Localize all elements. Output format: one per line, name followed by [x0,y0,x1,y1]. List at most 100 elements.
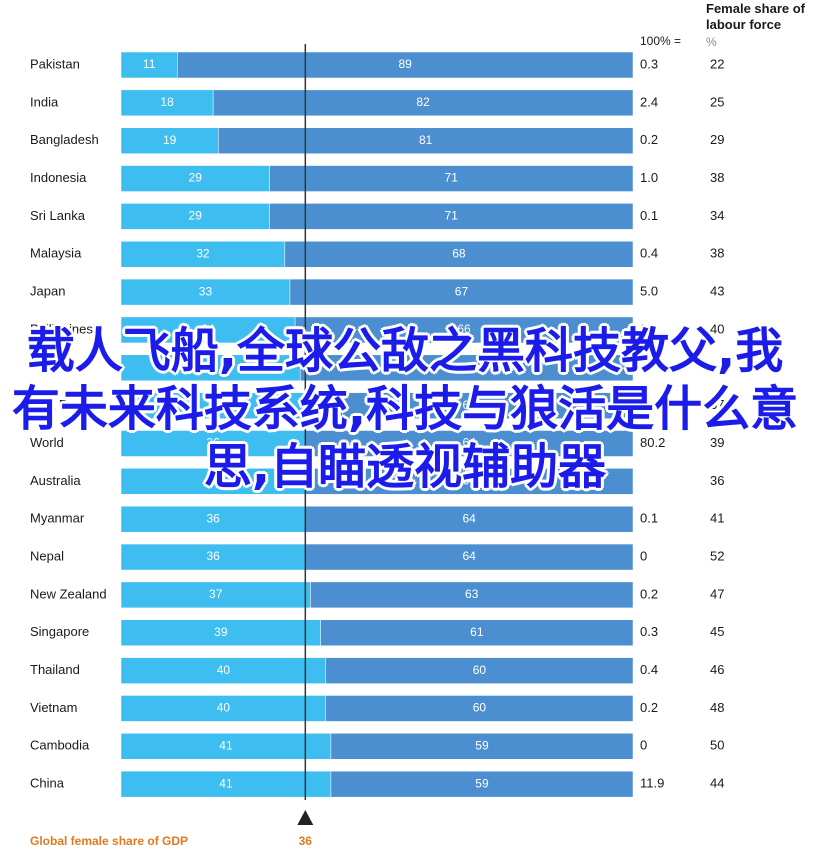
gdp-value: 0 [640,738,647,753]
value-label: 37 [209,587,223,601]
column-header: 100% = [640,34,681,48]
value-label: 34 [201,322,215,336]
labour-value: 52 [710,548,724,563]
category-label: Singapore [30,624,89,639]
category-label: Philippines [30,321,93,336]
bar-segment [120,657,327,684]
gdp-value: 5.0 [640,284,658,299]
bar-segment [284,241,634,268]
value-label: 32 [196,246,210,260]
value-label: 41 [219,776,233,790]
category-label: Myanmar [30,511,85,526]
bar-segment [120,203,270,230]
labour-value: 37 [710,397,724,412]
labour-value: 38 [710,170,724,185]
value-label: 67 [455,284,469,298]
bar-segment [269,203,634,230]
value-label: 36 [206,511,220,525]
value-label: 11 [143,57,156,71]
bar-segment [294,316,634,344]
bar-segment [218,127,634,154]
value-label: 19 [163,133,177,147]
gdp-value: 80.2 [640,435,665,450]
value-label: 82 [416,95,430,109]
column-unit: % [706,35,717,49]
bar-segment [305,392,634,419]
labour-value: 39 [710,435,724,450]
gdp-value: 0.4 [640,246,658,261]
category-label: New Zealand [30,586,107,601]
labour-value: 22 [710,56,724,71]
category-label: Vietnam [30,700,77,715]
gdp-value: 0.3 [640,321,658,336]
category-label: Bangladesh [30,132,99,147]
bar-segment [305,430,634,457]
bar-segment [120,581,311,609]
value-label: 61 [470,625,484,639]
labour-value: 41 [710,511,724,526]
gdp-value: 1.0 [640,170,658,185]
labour-value: 25 [710,94,724,109]
value-label: 64 [462,511,476,525]
labour-value: 43 [710,284,724,299]
bar-segment [325,695,634,722]
bar-segment [289,278,634,306]
category-label: Sri Lanka [30,208,86,223]
value-label: 18 [160,95,174,109]
value-label: 60 [473,663,487,677]
bar-segment [330,733,634,760]
bar-segment [120,619,321,646]
bar-segment [120,127,219,154]
bar-segment [120,468,306,495]
value-label: 64 [462,549,476,563]
category-label: Asia Pacific [30,397,98,412]
value-label: 40 [217,663,231,677]
reference-marker [297,810,314,825]
bar-segment [325,657,634,684]
overlay-text: 载人飞船,全球公敌之黑科技教父,我有未来科技系统,科技与狼活是什么意思,自瞄透视… [11,323,799,495]
category-label: Thailand [30,662,80,677]
gdp-value: 0.3 [640,56,658,71]
gdp-value: 0 [640,548,647,563]
bar-segment [120,165,270,192]
value-label: 36 [206,549,220,563]
bar-segment [120,505,306,533]
category-label: Japan [30,284,65,299]
labour-value: 38 [710,246,724,261]
reference-label: Global female share of GDP [30,834,188,848]
category-label: China [30,776,65,791]
bar-segment [299,354,634,382]
category-label: World [30,435,64,450]
bar-segment [120,543,306,571]
bar-segment [305,468,634,495]
value-label: 33 [199,284,213,298]
value-label: 29 [189,209,203,223]
value-label: 36 [206,436,220,450]
labour-value: 34 [710,208,724,223]
bar-segment [120,241,286,268]
category-label: Cambodia [30,738,90,753]
reference-value: 36 [299,834,313,848]
value-label: 36 [206,398,220,412]
category-label: Australia [30,473,81,488]
bar-segment [310,581,634,609]
value-label: 64 [462,398,476,412]
bar-segment [120,695,327,722]
bar-segment [120,733,332,760]
value-label: 71 [445,209,459,223]
value-label: 68 [452,246,466,260]
bar-segment [120,354,301,382]
bar-segment [305,543,634,571]
labour-value: 48 [710,700,724,715]
bar-segment [330,770,634,798]
bar-segment [177,51,634,79]
value-label: 59 [475,776,489,790]
value-label: 60 [473,701,487,715]
gdp-value: 0.2 [640,132,658,147]
value-label: 66 [457,322,471,336]
category-label: Malaysia [30,246,82,261]
category-label: India [30,94,59,109]
bar-segment [120,51,178,79]
